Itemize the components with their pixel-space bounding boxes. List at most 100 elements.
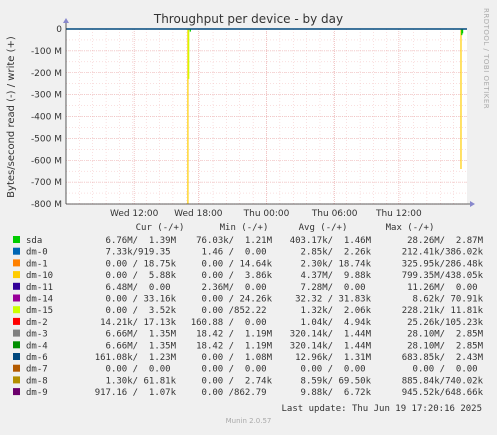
legend-swatch-dm-9: [13, 388, 20, 396]
y-tick-labels: 0 -100 M -200 M -300 M -400 M -500 M -600 M -70…: [31, 25, 62, 210]
y-tick-label: -100 M: [31, 47, 62, 57]
legend-name-dm-8: dm-8: [26, 376, 48, 386]
legend-name-dm-7: dm-7: [26, 365, 48, 375]
x-tick-label: Wed 12:00: [110, 209, 159, 219]
y-tick-label: -700 M: [31, 178, 62, 188]
legend-header: Min (-/+): [220, 223, 269, 233]
spike-layer: [66, 28, 467, 204]
last-update: Last update: Thu Jun 19 17:20:16 2025: [282, 404, 482, 414]
legend-max-dm-7: 0.00 / 0.00: [413, 365, 483, 375]
legend-min-dm-11: 2.36M/ 0.00: [202, 283, 272, 293]
legend-max-dm-2: 25.26k/105.23k: [407, 318, 483, 328]
legend-max-dm-8: 885.84k/740.02k: [402, 376, 484, 386]
legend-name-dm-10: dm-10: [26, 271, 53, 281]
legend-max-dm-15: 228.21k/ 11.81k: [402, 306, 484, 316]
legend-cur-dm-4: 6.66M/ 1.35M: [106, 341, 177, 351]
y-tick-label: -500 M: [31, 134, 62, 144]
legend-min-dm-3: 18.42 / 1.19M: [196, 330, 272, 340]
legend-avg-dm-7: 0.00 / 0.00: [301, 365, 371, 375]
legend-max-sda: 28.26M/ 2.87M: [407, 236, 483, 246]
x-tick-label: Thu 06:00: [311, 209, 358, 219]
legend-cur-sda: 6.76M/ 1.39M: [106, 236, 177, 246]
legend-swatch-dm-6: [13, 353, 20, 360]
axes-layer: [63, 18, 475, 207]
x-tick-labels: Wed 12:00 Wed 18:00 Thu 00:00 Thu 06:00 Thu …: [110, 209, 422, 219]
legend-header: Max (-/+): [386, 223, 435, 233]
x-tick-label: Wed 18:00: [174, 209, 223, 219]
legend-cur-dm-10: 0.00 / 5.88k: [106, 271, 177, 281]
legend-cur-dm-11: 6.48M/ 0.00: [106, 283, 176, 293]
legend-avg-dm-15: 1.32k/ 2.06k: [301, 306, 372, 316]
legend-min-dm-7: 0.00 / 0.00: [202, 365, 272, 375]
legend-swatch-sda: [13, 236, 20, 243]
rrdtool-watermark: RRDTOOL / TOBI OETIKER: [482, 8, 490, 109]
legend-cur-dm-0: 7.33k/919.35: [106, 248, 176, 258]
legend-min-dm-15: 0.00 /852.22: [202, 306, 272, 316]
legend-min-dm-9: 0.00 /862.79: [202, 388, 272, 398]
legend-min-dm-10: 0.00 / 3.86k: [202, 271, 273, 281]
legend-swatch-dm-10: [13, 271, 20, 279]
legend-avg-dm-4: 320.14k/ 1.44M: [290, 341, 372, 351]
legend-max-dm-4: 28.10M/ 2.85M: [407, 341, 483, 351]
legend-min-dm-6: 0.00 / 1.08M: [202, 353, 273, 363]
legend-min-dm-2: 160.88 / 0.00: [191, 318, 272, 328]
legend-name-dm-9: dm-9: [26, 388, 48, 398]
legend-name-dm-6: dm-6: [26, 353, 48, 363]
legend-header: Cur (-/+): [136, 223, 185, 233]
legend-cur-dm-2: 14.21k/ 17.13k: [100, 318, 176, 328]
legend: Cur (-/+) Min (-/+) Avg (-/+) Max (-/+) sda 6…: [13, 223, 484, 398]
legend-avg-dm-11: 7.28M/ 0.00: [301, 283, 371, 293]
legend-name-dm-3: dm-3: [26, 330, 48, 340]
x-tick-label: Thu 12:00: [375, 209, 422, 219]
legend-name-dm-4: dm-4: [26, 341, 48, 351]
chart-title: Throughput per device - by day: [153, 12, 343, 26]
legend-cur-dm-6: 161.08k/ 1.23M: [95, 353, 177, 363]
y-tick-label: -400 M: [31, 113, 62, 123]
legend-cur-dm-9: 917.16 / 1.07k: [95, 388, 177, 398]
legend-swatch-dm-14: [13, 294, 20, 302]
y-tick-label: -300 M: [31, 91, 62, 101]
legend-header: Avg (-/+): [299, 223, 348, 233]
x-tick-label: Thu 00:00: [243, 209, 290, 219]
y-axis-arrow: [63, 18, 69, 23]
legend-name-dm-0: dm-0: [26, 248, 48, 258]
legend-avg-dm-1: 2.30k/ 18.74k: [301, 259, 372, 269]
y-tick-label: 0: [56, 25, 62, 35]
y-tick-label: -600 M: [31, 156, 62, 166]
legend-min-dm-1: 0.00 / 14.64k: [202, 259, 273, 269]
legend-swatch-dm-7: [13, 364, 20, 372]
legend-name-sda: sda: [26, 236, 42, 246]
legend-cur-dm-3: 6.66M/ 1.35M: [106, 330, 177, 340]
legend-cur-dm-1: 0.00 / 18.75k: [106, 259, 177, 269]
legend-max-dm-1: 325.95k/286.48k: [402, 259, 484, 269]
legend-cur-dm-8: 1.30k/ 61.81k: [106, 376, 177, 386]
legend-avg-dm-8: 8.59k/ 69.50k: [301, 376, 372, 386]
legend-avg-dm-10: 4.37M/ 9.88k: [301, 271, 372, 281]
legend-max-dm-3: 28.10M/ 2.85M: [407, 330, 483, 340]
legend-max-dm-11: 11.26M/ 0.00: [407, 283, 483, 293]
legend-min-sda: 76.03k/ 1.21M: [196, 236, 272, 246]
legend-cur-dm-7: 0.00 / 0.00: [106, 365, 176, 375]
legend-min-dm-14: 0.00 / 24.26k: [202, 295, 273, 305]
y-tick-label: -800 M: [31, 200, 62, 210]
legend-name-dm-14: dm-14: [26, 295, 53, 305]
legend-name-dm-15: dm-15: [26, 306, 53, 316]
legend-min-dm-0: 1.46 / 0.00: [202, 248, 272, 258]
legend-avg-dm-9: 9.88k/ 6.72k: [301, 388, 372, 398]
legend-swatch-dm-15: [13, 306, 20, 314]
legend-max-dm-0: 212.41k/386.02k: [402, 248, 484, 258]
legend-cur-dm-15: 0.00 / 3.52k: [106, 306, 177, 316]
legend-swatch-dm-11: [13, 282, 20, 290]
legend-swatch-dm-1: [13, 259, 20, 267]
legend-avg-dm-0: 2.85k/ 2.26k: [301, 248, 372, 258]
y-tick-label: -200 M: [31, 69, 62, 79]
legend-swatch-dm-8: [13, 376, 20, 384]
legend-avg-dm-3: 320.14k/ 1.44M: [290, 330, 372, 340]
x-axis-arrow: [470, 201, 475, 207]
legend-name-dm-1: dm-1: [26, 259, 48, 269]
legend-swatch-dm-3: [13, 329, 20, 337]
legend-swatch-dm-4: [13, 341, 20, 349]
legend-cur-dm-14: 0.00 / 33.16k: [106, 295, 177, 305]
legend-avg-sda: 403.17k/ 1.46M: [290, 236, 372, 246]
